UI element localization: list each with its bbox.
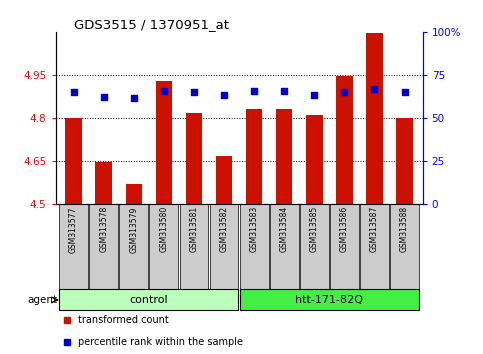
Bar [396,118,413,204]
Text: GSM313588: GSM313588 [400,206,409,252]
Bar [306,115,323,204]
Text: GSM313580: GSM313580 [159,206,169,252]
Point [160,88,168,94]
Bar [119,204,148,290]
Text: GSM313585: GSM313585 [310,206,319,252]
Point [341,89,348,95]
Bar [216,156,232,204]
Point [250,88,258,94]
Text: GDS3515 / 1370951_at: GDS3515 / 1370951_at [74,18,229,31]
Point [280,88,288,94]
Point [401,89,409,95]
Bar [65,118,82,204]
Bar [270,204,298,290]
Text: htt-171-82Q: htt-171-82Q [295,295,363,305]
Bar [185,113,202,204]
Bar [126,183,142,204]
Point [70,89,77,95]
Bar [156,80,172,204]
Bar [59,290,239,310]
Point [130,95,138,101]
Bar [96,162,112,204]
Bar [149,204,178,290]
Text: GSM313578: GSM313578 [99,206,108,252]
Point [220,92,228,98]
Text: GSM313584: GSM313584 [280,206,289,252]
Text: agent: agent [27,295,57,305]
Bar [59,204,88,290]
Text: GSM313577: GSM313577 [69,206,78,252]
Text: GSM313586: GSM313586 [340,206,349,252]
Text: GSM313579: GSM313579 [129,206,138,252]
Text: percentile rank within the sample: percentile rank within the sample [78,337,242,347]
Bar [390,204,419,290]
Point [370,86,378,91]
Bar [336,76,353,204]
Bar [330,204,359,290]
Text: GSM313582: GSM313582 [220,206,228,252]
Bar [246,109,262,204]
Text: GSM313583: GSM313583 [250,206,258,252]
Bar [240,290,419,310]
Text: transformed count: transformed count [78,315,168,325]
Point [311,92,318,97]
Bar [366,33,383,204]
Bar [300,204,329,290]
Bar [360,204,389,290]
Bar [210,204,239,290]
Text: control: control [129,295,168,305]
Text: GSM313587: GSM313587 [370,206,379,252]
Bar [89,204,118,290]
Bar [276,109,293,204]
Bar [180,204,208,290]
Point [100,94,108,100]
Text: GSM313581: GSM313581 [189,206,199,252]
Bar [240,204,269,290]
Point [190,89,198,95]
